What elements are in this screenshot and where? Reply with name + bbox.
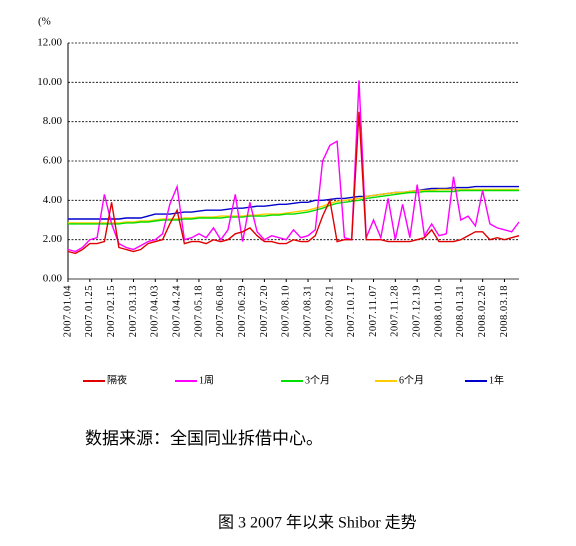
source-note: 数据来源：全国同业拆借中心。: [85, 429, 323, 448]
x-tick-label: 2008.03.18: [499, 285, 510, 337]
y-tick-label: 10.00: [37, 76, 62, 88]
y-tick-label: 0.00: [43, 273, 63, 285]
caption: 图 3 2007 年以来 Shibor 走势: [218, 514, 417, 532]
y-unit: (%: [38, 16, 51, 28]
legend-label: 1周: [199, 374, 214, 386]
x-tick-label: 2007.11.07: [368, 285, 379, 337]
x-tick-label: 2007.04.03: [150, 285, 161, 337]
x-tick-label: 2008.01.31: [455, 285, 466, 337]
legend-label: 1年: [489, 373, 504, 386]
x-tick-label: 2008.02.26: [477, 285, 488, 337]
x-tick-label: 2007.09.21: [324, 285, 335, 337]
legend-label: 隔夜: [107, 373, 127, 386]
x-tick-label: 2007.12.19: [412, 285, 423, 337]
x-tick-label: 2007.08.10: [281, 285, 292, 337]
legend-label: 3个月: [305, 374, 330, 386]
series-line: [68, 188, 519, 224]
x-tick-label: 2007.06.08: [215, 285, 226, 337]
series-line: [67, 80, 520, 253]
y-tick-label: 6.00: [43, 155, 63, 167]
x-tick-label: 2007.02.15: [106, 285, 117, 337]
x-tick-label: 2007.03.13: [128, 285, 139, 337]
series-line: [68, 185, 519, 220]
series-line: [67, 111, 520, 255]
y-tick-label: 12.00: [37, 37, 62, 49]
x-tick-label: 2007.04.24: [172, 285, 183, 338]
x-tick-label: 2008.01.10: [433, 285, 444, 337]
y-tick-label: 4.00: [43, 194, 63, 206]
x-tick-label: 2007.10.17: [346, 285, 357, 337]
x-tick-label: 2007.01.04: [62, 285, 73, 338]
y-tick-label: 2.00: [43, 233, 63, 245]
series-line: [68, 189, 519, 225]
x-tick-label: 2007.06.29: [237, 285, 248, 337]
x-tick-label: 2007.07.20: [259, 285, 270, 337]
y-tick-label: 8.00: [43, 115, 63, 127]
legend-label: 6个月: [399, 374, 424, 386]
x-tick-label: 2007.08.31: [302, 285, 313, 337]
x-tick-label: 2007.01.25: [84, 285, 95, 337]
x-tick-label: 2007.05.18: [193, 285, 204, 337]
x-tick-label: 2007.11.28: [390, 285, 401, 337]
